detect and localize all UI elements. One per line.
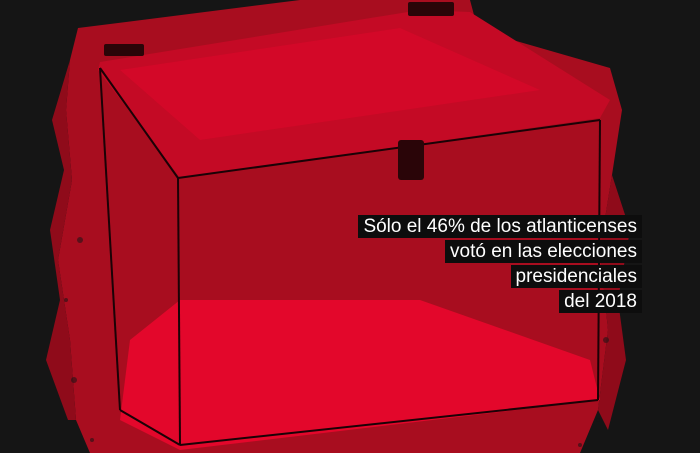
caption-line-4: del 2018: [559, 290, 642, 313]
caption-line-3: presidenciales: [510, 265, 642, 288]
caption-line-2: votó en las elecciones: [445, 240, 642, 263]
lid-hinges: [104, 2, 454, 180]
caption-line-1: Sólo el 46% de los atlanticenses: [358, 215, 642, 238]
brush-edge-left: [46, 60, 76, 420]
box-lid-highlight: [120, 28, 540, 140]
headline-caption: Sólo el 46% de los atlanticenses votó en…: [358, 215, 642, 315]
